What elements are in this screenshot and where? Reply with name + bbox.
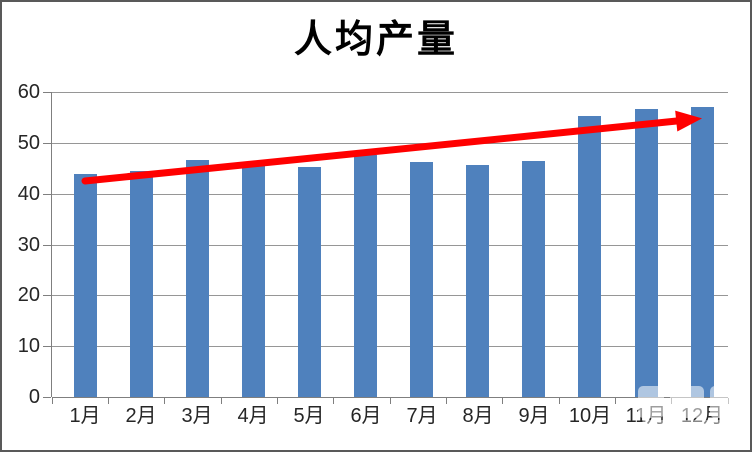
bar-m1 <box>74 174 97 397</box>
gridline <box>52 346 728 347</box>
chart-title: 人均产量 <box>293 19 458 61</box>
x-tick-label: 1月 <box>69 405 101 427</box>
watermark <box>638 384 750 432</box>
y-axis-tick <box>43 143 51 144</box>
x-axis-tick <box>333 398 334 404</box>
y-axis-tick <box>43 346 51 347</box>
x-axis-tick <box>108 398 109 404</box>
y-tick-label: 60 <box>17 81 40 103</box>
bar-m9 <box>522 161 545 397</box>
x-axis-tick <box>502 398 503 404</box>
x-tick-label: 10月 <box>568 405 612 427</box>
x-axis-tick <box>446 398 447 404</box>
y-axis-tick <box>43 295 51 296</box>
y-axis-tick <box>43 245 51 246</box>
watermark-url-line <box>642 420 744 428</box>
y-tick-label: 40 <box>17 183 40 205</box>
y-axis-tick <box>43 92 51 93</box>
bar-m8 <box>466 165 489 397</box>
x-axis-tick <box>277 398 278 404</box>
x-tick-label: 2月 <box>125 405 157 427</box>
x-tick-label: 4月 <box>237 405 269 427</box>
bar-m12 <box>691 107 714 397</box>
bar-m6 <box>354 155 377 397</box>
y-tick-label: 30 <box>17 234 40 256</box>
bar-m10 <box>578 116 601 397</box>
x-tick-label: 3月 <box>181 405 213 427</box>
y-axis-tick <box>43 194 51 195</box>
x-axis-tick <box>390 398 391 404</box>
bar-m4 <box>242 164 265 397</box>
watermark-glyph <box>710 386 744 418</box>
gridline <box>52 92 728 93</box>
x-tick-label: 7月 <box>406 405 438 427</box>
x-axis-tick <box>221 398 222 404</box>
x-axis-tick <box>615 398 616 404</box>
bar-m2 <box>130 171 153 397</box>
x-axis-tick <box>52 398 53 404</box>
bar-m11 <box>635 109 658 397</box>
x-tick-label: 6月 <box>350 405 382 427</box>
x-axis-line <box>52 397 728 398</box>
y-tick-label: 20 <box>17 284 40 306</box>
y-axis-line <box>51 92 52 397</box>
x-tick-label: 9月 <box>518 405 550 427</box>
y-axis-tick <box>43 397 51 398</box>
gridline <box>52 143 728 144</box>
gridline <box>52 194 728 195</box>
y-tick-label: 50 <box>17 132 40 154</box>
bar-m7 <box>410 162 433 397</box>
watermark-logo-icon <box>638 386 664 418</box>
x-tick-label: 8月 <box>462 405 494 427</box>
bar-m5 <box>298 167 321 397</box>
gridline <box>52 295 728 296</box>
x-tick-label: 5月 <box>293 405 325 427</box>
gridline <box>52 245 728 246</box>
watermark-glyph <box>670 386 704 418</box>
x-axis-tick <box>559 398 560 404</box>
x-axis-tick <box>164 398 165 404</box>
y-tick-label: 0 <box>28 386 40 408</box>
bar-m3 <box>186 160 209 397</box>
y-tick-label: 10 <box>17 335 40 357</box>
